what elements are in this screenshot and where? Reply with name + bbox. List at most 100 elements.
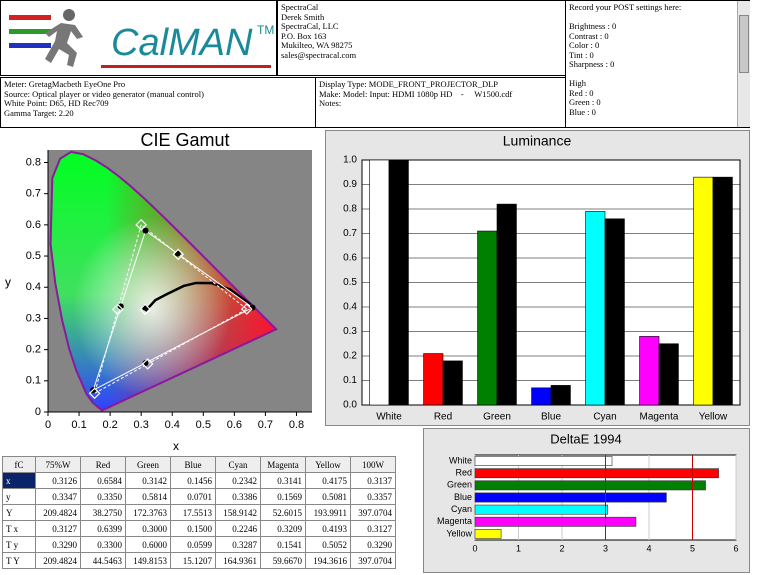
table-cell: T y (2, 536, 36, 553)
setting-line: Red : 0 (569, 87, 594, 98)
display-box: Display Type: MODE_FRONT_PROJECTOR_DLP Ma… (315, 77, 566, 128)
chart-title: CIE Gamut (140, 130, 229, 150)
y-tick-label: Cyan (451, 504, 472, 514)
y-tick-label: Magenta (437, 516, 472, 526)
table-cell: 0.2342 (215, 472, 261, 489)
x-axis-label: x (173, 439, 179, 453)
logo-tm: TM (257, 23, 274, 37)
table-cell: 0.5814 (125, 488, 171, 505)
cie-chart: CIE Gamut 0 0.1 0.2 0.3 0.4 0.5 0.6 0.7 0.8 0 0.1 0.… (5, 130, 312, 453)
table-cell: 209.4824 (35, 552, 81, 569)
bar (442, 360, 463, 406)
header-cell: Yellow (305, 456, 351, 473)
logo-text: CalMAN (111, 22, 253, 64)
y-tick-label: 0.1 (343, 375, 357, 386)
y-tick-label: 0.2 (343, 351, 357, 362)
table-cell: 0.6399 (80, 520, 126, 537)
table-cell: 0.3287 (215, 536, 261, 553)
table-cell: 164.9361 (215, 552, 261, 569)
y-tick-label: 0.5 (26, 250, 41, 262)
bar (388, 159, 409, 406)
header-cell: Green (125, 456, 171, 473)
y-tick-label: 0.8 (343, 204, 357, 215)
scrollbar[interactable] (737, 1, 750, 127)
setting-line: Sharpness : 0 (569, 59, 615, 69)
table-cell: 0.3350 (80, 488, 126, 505)
x-tick-label: 0.8 (289, 419, 304, 431)
contact-box: SpectraCal Derek Smith SpectraCal, LLC P.O.… (277, 0, 566, 76)
y-tick-label: Green (447, 480, 472, 490)
table-cell: 0.4193 (305, 520, 351, 537)
bar (477, 230, 498, 406)
stripe (9, 43, 51, 48)
table-cell: 158.9142 (215, 504, 261, 521)
bar (474, 456, 613, 466)
y-tick-label: 1.0 (343, 155, 357, 166)
bar (531, 387, 552, 406)
bar (474, 480, 706, 491)
y-tick-label: 0.2 (26, 344, 41, 356)
y-tick-label: White (449, 455, 472, 465)
table-cell: 0.3137 (350, 472, 396, 489)
display-line: Display Type: MODE_FRONT_PROJECTOR_DLP (319, 79, 499, 89)
table-cell: 0.3386 (215, 488, 261, 505)
bar (474, 492, 667, 503)
contact-line: SpectraCal (281, 2, 319, 12)
bar (474, 504, 608, 515)
bar (604, 218, 625, 406)
bar (550, 385, 571, 406)
underline (101, 65, 271, 68)
table-cell: 0.3209 (260, 520, 306, 537)
x-tick-label: 0.6 (227, 419, 242, 431)
table-cell: 0.3290 (350, 536, 396, 553)
setting-line: Blue : 0 (569, 106, 596, 117)
header-cell: Red (80, 456, 126, 473)
header-cell: Cyan (215, 456, 261, 473)
contact-line: P.O. Box 163 (281, 30, 327, 41)
measured-point (142, 304, 149, 311)
table-cell: T Y (2, 552, 36, 569)
header-row: fC 75%W Red Green Blue Cyan Magenta Yellow 100W (2, 456, 396, 473)
scroll-thumb[interactable] (739, 15, 749, 73)
header-cell: Blue (170, 456, 216, 473)
table-cell: 397.0704 (350, 552, 396, 569)
table-cell: 0.3000 (125, 520, 171, 537)
x-tick-label: 5 (690, 543, 695, 553)
table-cell: 52.6015 (260, 504, 306, 521)
y-tick-label: 0.1 (26, 375, 41, 387)
meter-line: Meter: GretagMacbeth EyeOne Pro (4, 79, 126, 89)
setting-line: Brightness : 0 (569, 21, 617, 31)
table-row: T y 0.3290 0.3300 0.6000 0.0599 0.3287 0.1541 0… (2, 536, 396, 553)
bar (474, 529, 502, 539)
bar (693, 176, 714, 406)
settings-title: Record your POST settings here: (569, 2, 682, 12)
contact-line: SpectraCal, LLC (281, 21, 339, 31)
y-tick-label: 0.4 (26, 281, 41, 293)
table-row: T x 0.3127 0.6399 0.3000 0.1500 0.2246 0.3209 0… (2, 520, 396, 537)
y-axis-label: y (5, 275, 11, 289)
bar (474, 468, 719, 479)
spectral-locus (49, 150, 278, 412)
table-cell: 0.3142 (125, 472, 171, 489)
setting-line: Contrast : 0 (569, 30, 609, 41)
measured-point (142, 227, 149, 234)
table-cell: 0.3127 (35, 520, 81, 537)
setting-line: Tint : 0 (569, 49, 594, 60)
y-tick-label: 0.8 (26, 156, 41, 168)
x-tick-label: 4 (646, 543, 651, 553)
figure (45, 23, 83, 67)
contact-line: Mukilteo, WA 98275 (281, 40, 353, 50)
table-cell: y (2, 488, 36, 505)
contact-line: Derek Smith (281, 11, 325, 22)
x-tick-label: Red (434, 412, 452, 423)
x-tick-label: Blue (541, 412, 561, 423)
table-cell: 0.1456 (170, 472, 216, 489)
table-cell: 0.0599 (170, 536, 216, 553)
table-cell: 17.5513 (170, 504, 216, 521)
measured-point (117, 303, 124, 310)
chart-title: Luminance (503, 133, 572, 149)
y-tick-label: 0 (35, 406, 41, 418)
table-cell: 0.3300 (80, 536, 126, 553)
y-tick-label: 0.9 (343, 179, 357, 190)
bar (423, 353, 444, 406)
